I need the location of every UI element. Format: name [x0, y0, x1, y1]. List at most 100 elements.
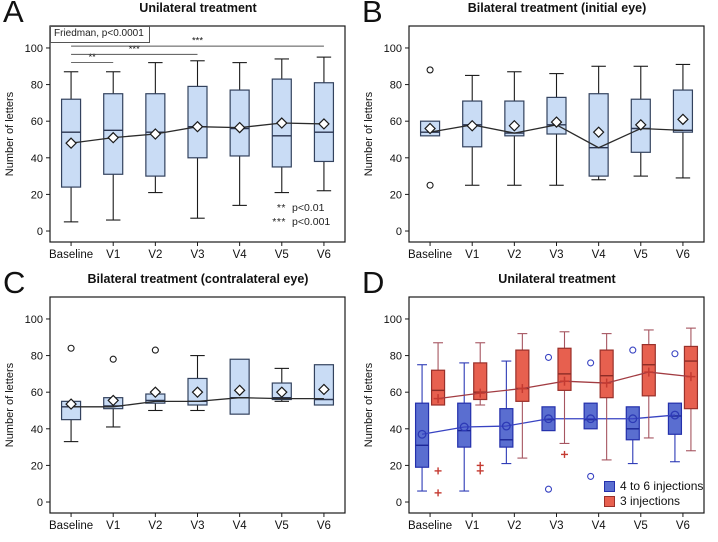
- y-axis-label: Number of letters: [4, 362, 16, 447]
- mean-diamond-marker: [550, 116, 563, 128]
- panel-a-letter: A: [3, 0, 24, 29]
- box-V2: [504, 100, 525, 137]
- y-tick-label: 0: [396, 497, 402, 509]
- x-tick-label: Baseline: [408, 520, 452, 532]
- y-tick-label: 20: [390, 189, 402, 201]
- y-tick-label: 40: [390, 153, 402, 165]
- x-tick-label: V1: [465, 520, 479, 532]
- x-tick-label: V1: [106, 249, 120, 261]
- outlier-point: [426, 66, 434, 74]
- y-tick-label: 100: [25, 43, 43, 55]
- y-tick-label: 20: [390, 460, 402, 472]
- significance-stars: **: [88, 52, 96, 63]
- mean-circle-marker: [459, 422, 469, 432]
- mean-diamond-marker: [65, 398, 77, 410]
- mean-diamond-marker: [318, 383, 330, 396]
- y-tick-label: 80: [390, 80, 402, 92]
- x-tick-label: V3: [549, 249, 563, 261]
- y-tick-label: 40: [390, 424, 402, 436]
- mean-diamond-marker: [466, 119, 479, 132]
- mean-diamond-marker: [424, 122, 436, 135]
- legend-label: 4 to 6 injections: [620, 479, 704, 493]
- mean-diamond-marker: [592, 126, 605, 139]
- x-tick-label: V6: [317, 520, 331, 532]
- mean-diamond-marker: [508, 119, 521, 132]
- y-axis-label: Number of letters: [363, 91, 375, 176]
- x-tick-label: V4: [592, 249, 607, 261]
- box-Baseline: [430, 369, 446, 406]
- mean-circle-marker: [628, 414, 638, 424]
- panel-b-plot: 0 20 40 60 80 100 Number of letters Baseline V1 V…: [363, 25, 705, 261]
- x-tick-label: Baseline: [49, 249, 93, 261]
- legend-item-3-injections: 3 injections: [604, 494, 703, 509]
- y-tick-label: 20: [31, 189, 43, 201]
- panel-b-title: Bilateral treatment (initial eye): [467, 1, 647, 15]
- x-tick-label: V5: [275, 520, 289, 532]
- x-tick-label: Baseline: [408, 249, 452, 261]
- sig-symbol: ***: [272, 216, 286, 228]
- panel-a: 0 20 40 60 80 100 Number of letters Baseline V1 V…: [0, 0, 359, 271]
- x-tick-label: V3: [190, 249, 204, 261]
- mean-trend-line: [421, 414, 675, 435]
- mean-circle-marker: [417, 429, 427, 439]
- outlier-point: [67, 344, 75, 352]
- panel-d: 0 20 40 60 80 100 Number of letters Baseline V1 V…: [359, 271, 718, 542]
- red-series-swatch: [604, 496, 615, 507]
- panel-d-plot: 0 20 40 60 80 100 Number of letters Baseline V1 V…: [363, 296, 705, 532]
- mean-circle-marker: [670, 410, 680, 420]
- y-tick-label: 80: [390, 351, 402, 363]
- box-V1: [473, 362, 488, 401]
- outlier-point: [544, 353, 553, 361]
- panel-c-letter: C: [3, 271, 26, 300]
- x-tick-label: V4: [233, 249, 248, 261]
- box-V4: [583, 402, 598, 430]
- panel-c-title: Bilateral treatment (contralateral eye): [87, 272, 309, 286]
- panel-c: 0 20 40 60 80 100 Number of letters Baseline V1 V…: [0, 271, 359, 542]
- x-tick-label: V4: [233, 520, 248, 532]
- y-tick-label: 80: [31, 351, 43, 363]
- box-V2: [499, 408, 514, 448]
- y-tick-label: 60: [390, 387, 402, 399]
- box-V6: [672, 89, 694, 133]
- y-tick-label: 40: [31, 153, 43, 165]
- mean-diamond-marker: [149, 128, 162, 140]
- outlier-point: [629, 346, 637, 354]
- mean-diamond-marker: [318, 118, 330, 130]
- outlier-point: [426, 181, 434, 189]
- panel-d-title: Unilateral treatment: [498, 272, 616, 286]
- series-legend: 4 to 6 injections 3 injections: [604, 479, 703, 509]
- y-axis-label: Number of letters: [363, 362, 375, 447]
- box-Baseline: [414, 402, 430, 468]
- mean-diamond-marker: [634, 118, 647, 131]
- mean-diamond-marker: [107, 131, 120, 144]
- mean-diamond-marker: [233, 121, 246, 134]
- x-tick-label: V2: [148, 249, 162, 261]
- x-tick-label: V6: [676, 249, 690, 261]
- y-tick-label: 80: [31, 80, 43, 92]
- significance-stars: ***: [192, 36, 203, 47]
- box-V2: [515, 349, 530, 402]
- legend-item-4to6-injections: 4 to 6 injections: [604, 479, 703, 494]
- x-tick-label: V2: [148, 520, 162, 532]
- outlier-point: [587, 359, 595, 367]
- y-tick-label: 100: [384, 43, 402, 55]
- mean-diamond-marker: [191, 386, 204, 399]
- y-tick-label: 0: [37, 497, 43, 509]
- panel-d-letter: D: [362, 271, 385, 300]
- blue-series-swatch: [604, 481, 615, 492]
- mean-diamond-marker: [677, 113, 689, 126]
- friedman-annotation: Friedman, p<0.0001: [50, 26, 150, 43]
- x-tick-label: V5: [275, 249, 289, 261]
- outlier-point: [544, 485, 553, 493]
- panel-b-letter: B: [362, 0, 383, 29]
- x-tick-label: V5: [634, 249, 648, 261]
- y-tick-label: 20: [31, 460, 43, 472]
- y-axis-label: Number of letters: [4, 91, 16, 176]
- outlier-point: [109, 355, 117, 363]
- y-tick-label: 40: [31, 424, 43, 436]
- x-tick-label: V1: [465, 249, 479, 261]
- mean-diamond-marker: [191, 120, 204, 133]
- x-tick-label: V3: [190, 520, 204, 532]
- sig-legend-row: ** p<0.01: [266, 201, 330, 215]
- y-tick-label: 0: [37, 226, 43, 238]
